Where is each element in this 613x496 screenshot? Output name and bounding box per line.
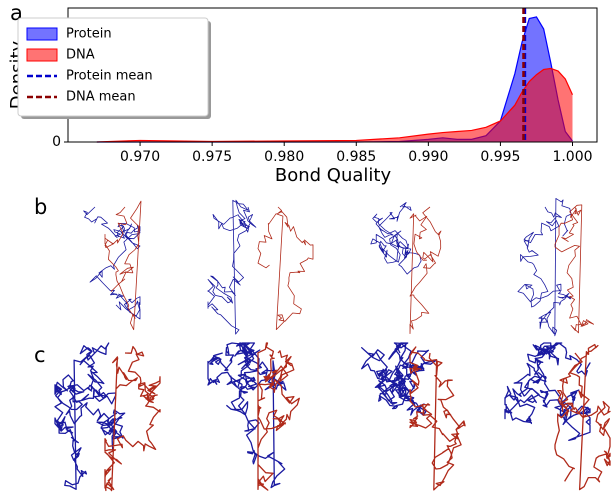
legend-label: DNA [66,48,95,63]
molecule-chain [518,198,571,335]
panel-label: c [34,343,46,367]
x-tick-label: 0.980 [264,149,304,165]
figure: a Bond Quality Density b c 0.9700.9750.9… [0,0,613,496]
x-tick-label: 0.985 [336,149,376,165]
x-tick-label: 0.990 [408,149,448,165]
molecule-chain [105,201,141,330]
legend-label: DNA mean [66,90,136,105]
y-tick-label: 0 [52,134,61,150]
molecule-chain [371,203,421,275]
molecule-chain [410,347,465,490]
molecule-renders [55,198,610,490]
legend-swatch [27,49,57,61]
x-tick-label: 0.975 [192,149,232,165]
legend-swatch [27,28,57,40]
panel-label: b [34,195,47,219]
x-tick-label: 0.995 [480,149,520,165]
x-tick-label: 0.970 [120,149,160,165]
molecule-chain [258,207,313,330]
legend-label: Protein [66,27,112,42]
x-axis-label: Bond Quality [275,165,392,186]
molecule-chain [410,207,441,334]
molecule-chain [505,343,590,440]
legend-label: Protein mean [66,69,153,84]
molecule-chain [555,205,594,333]
molecule-chain [208,200,256,334]
x-tick-label: 1.000 [552,149,592,165]
